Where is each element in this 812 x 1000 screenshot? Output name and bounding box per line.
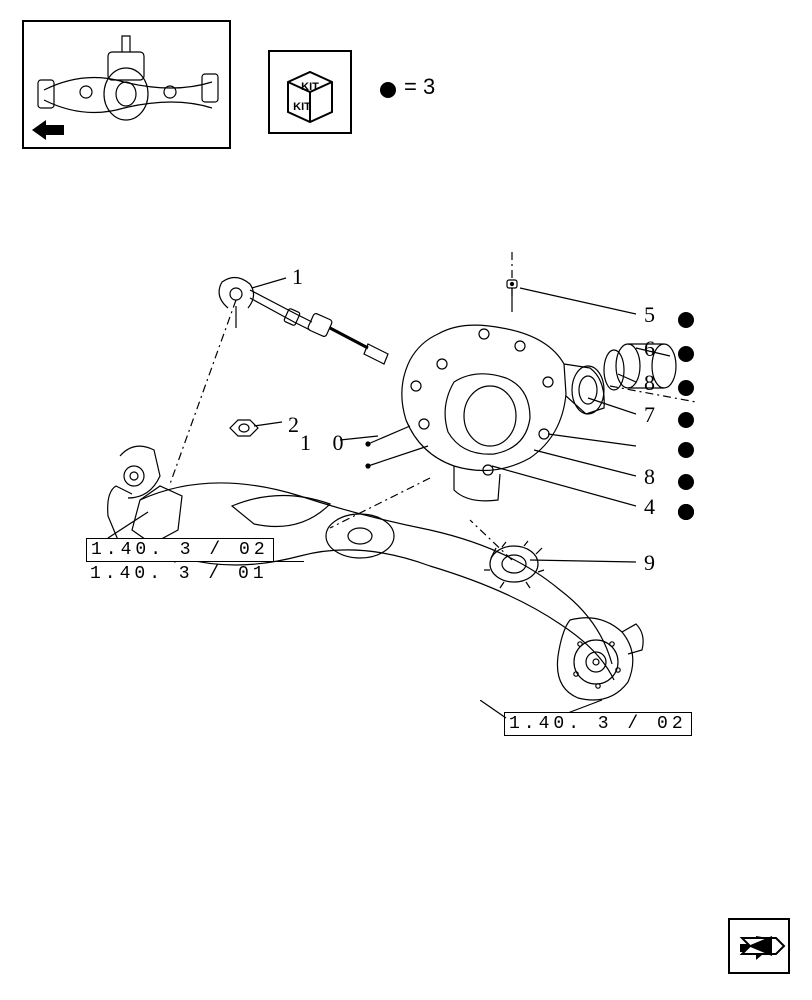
ref-right-leader [480,700,510,730]
callout-9: 9 [644,550,655,576]
ref-left-plain: 1.40. 3 / 01 [90,564,268,584]
callout-8b: 8 [644,464,655,490]
callout-8: 8 [644,370,655,396]
kit-dot-blank1 [678,438,694,461]
ref-right-box: 1.40. 3 / 02 [504,712,692,736]
kit-dot-4-icon [678,504,694,520]
diagram-page: KIT KIT = 3 [0,0,812,1000]
callout-7: 7 [644,402,655,428]
kit-dot-7 [678,408,694,431]
kit-dot-6 [678,342,694,365]
callout-1: 1 [292,264,303,290]
ref-left-box: 1.40. 3 / 02 [86,538,274,562]
next-arrow-icon [728,918,790,980]
kit-dot-5 [678,308,694,331]
kit-dot-8 [678,376,694,399]
callout-6: 6 [644,336,655,362]
callout-4: 4 [644,494,655,520]
ref-divider [86,561,304,562]
kit-dot-8b [678,470,694,493]
ref-right-text: 1.40. 3 / 02 [509,714,687,734]
callout-2: 2 [288,412,299,438]
callout-10: 1 0 [300,430,352,456]
callout-5: 5 [644,302,655,328]
